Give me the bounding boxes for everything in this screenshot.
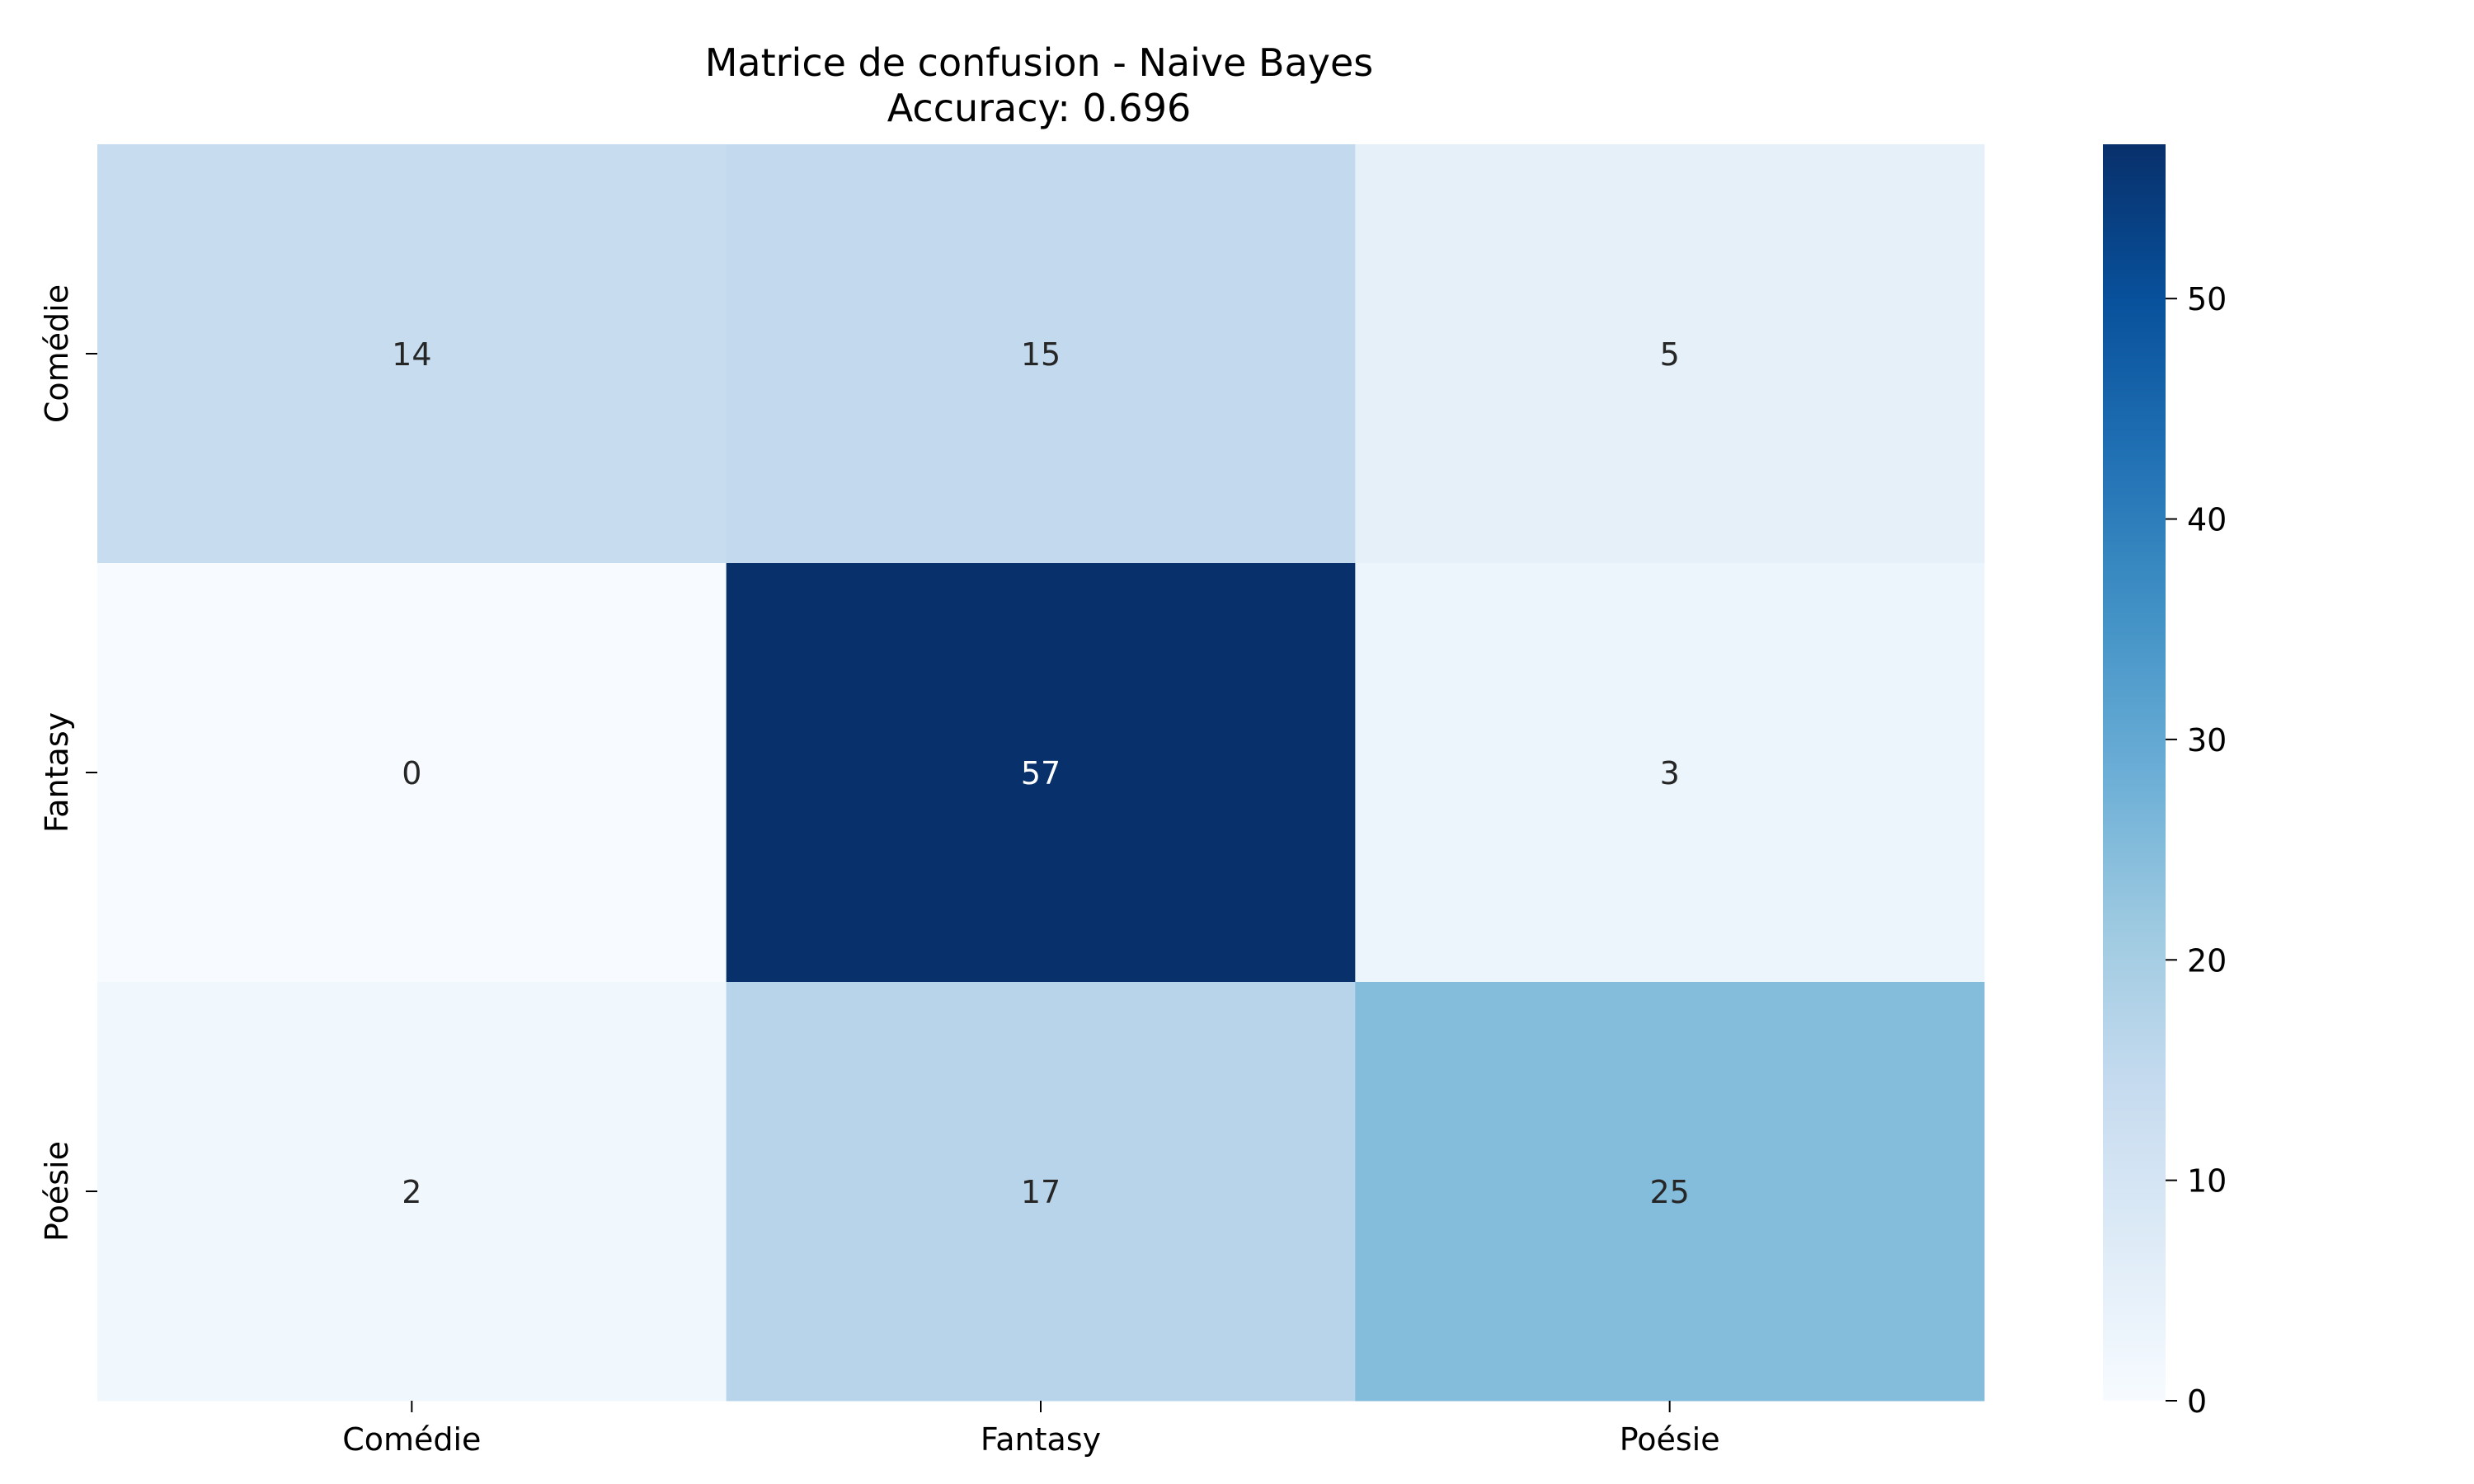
colorbar-tick-label: 50 (2187, 281, 2227, 317)
heatmap-cell (97, 144, 727, 564)
heatmap-cell (1355, 144, 1985, 564)
x-tick-label: Fantasy (981, 1421, 1101, 1458)
cell-value-label: 5 (1660, 336, 1680, 373)
y-tick-label: Fantasy (39, 712, 75, 833)
heatmap-cell (726, 563, 1356, 983)
cell-value-label: 2 (402, 1174, 421, 1210)
cell-value-label: 3 (1660, 755, 1680, 791)
heatmap-cell (726, 982, 1356, 1402)
heatmap-cell (726, 144, 1356, 564)
heatmap-cell (97, 563, 727, 983)
y-tick-label: Poésie (39, 1141, 75, 1242)
cell-value-label: 14 (392, 336, 431, 373)
heatmap-cell (97, 982, 727, 1402)
colorbar-tick-label: 30 (2187, 722, 2227, 758)
colorbar (2103, 144, 2166, 1401)
chart-title: Matrice de confusion - Naive Bayes (705, 40, 1374, 85)
colorbar-tick-label: 0 (2187, 1383, 2207, 1420)
x-tick-label: Poésie (1620, 1421, 1720, 1458)
y-axis: Comédie Fantasy Poésie (39, 284, 97, 1242)
cell-value-label: 15 (1021, 336, 1061, 373)
colorbar-axis: 0 10 20 30 40 50 (2166, 281, 2227, 1420)
cell-value-label: 57 (1021, 755, 1061, 791)
heatmap-cells: 14 15 5 0 57 3 2 17 25 (97, 144, 1985, 1402)
heatmap-cell (1355, 563, 1985, 983)
chart-subtitle: Accuracy: 0.696 (887, 86, 1191, 130)
cell-value-label: 0 (402, 755, 421, 791)
x-tick-label: Comédie (342, 1421, 481, 1458)
heatmap-cell (1355, 982, 1985, 1402)
cell-value-label: 17 (1021, 1174, 1061, 1210)
y-tick-label: Comédie (39, 284, 75, 423)
cell-value-label: 25 (1649, 1174, 1689, 1210)
colorbar-tick-label: 10 (2187, 1163, 2227, 1200)
colorbar-tick-label: 20 (2187, 942, 2227, 979)
x-axis: Comédie Fantasy Poésie (342, 1401, 1720, 1458)
colorbar-tick-label: 40 (2187, 502, 2227, 538)
